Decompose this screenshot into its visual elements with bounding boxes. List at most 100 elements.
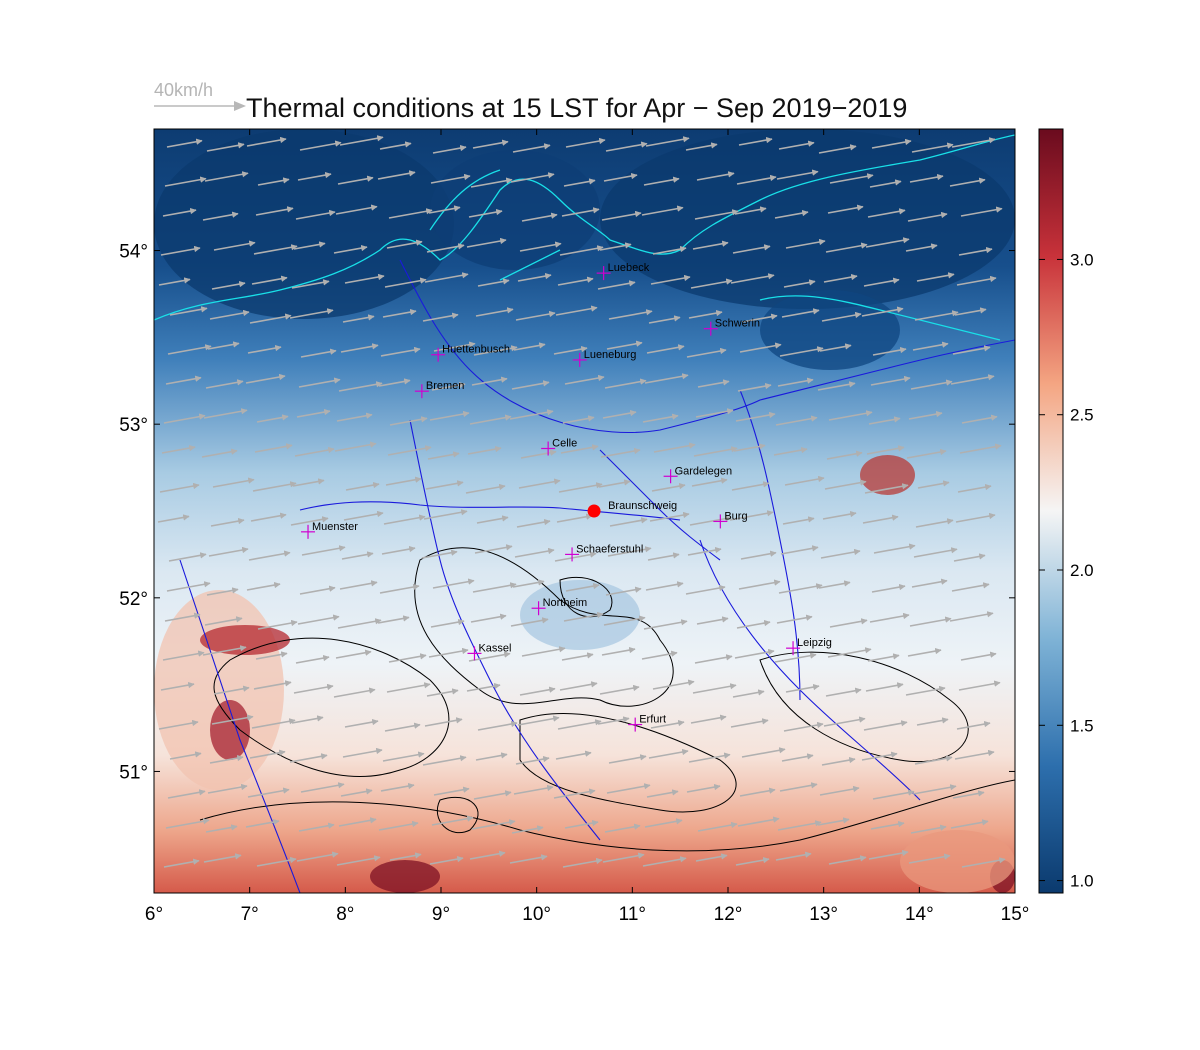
wind-arrow bbox=[691, 477, 728, 487]
wind-arrow bbox=[907, 647, 942, 657]
wind-arrow bbox=[519, 241, 562, 252]
wind-arrow bbox=[956, 720, 991, 730]
colorbar-tick-label: 3.0 bbox=[1070, 250, 1094, 269]
wind-arrow bbox=[646, 789, 679, 798]
wind-arrow bbox=[603, 615, 646, 626]
wind-arrow bbox=[386, 239, 423, 249]
wind-arrow bbox=[782, 516, 815, 525]
colorbar-tick-label: 2.5 bbox=[1070, 406, 1094, 425]
wind-arrow bbox=[250, 512, 287, 522]
wind-arrow bbox=[468, 651, 511, 662]
wind-arrow bbox=[518, 478, 561, 489]
wind-arrow bbox=[597, 280, 636, 290]
wind-arrow bbox=[783, 279, 816, 288]
wind-arrow bbox=[914, 755, 953, 765]
wind-arrow bbox=[824, 479, 867, 490]
wind-arrow bbox=[208, 546, 249, 557]
wind-arrow bbox=[564, 374, 605, 385]
wind-arrow bbox=[475, 752, 508, 761]
wind-arrow bbox=[690, 278, 733, 289]
wind-arrow bbox=[297, 614, 340, 625]
wind-arrow bbox=[245, 373, 286, 384]
wind-arrow bbox=[737, 382, 772, 392]
wind-arrow bbox=[905, 243, 938, 252]
wind-arrow bbox=[560, 444, 599, 454]
x-tick-label: 9° bbox=[432, 904, 450, 925]
wind-arrow bbox=[730, 273, 775, 284]
wind-arrow bbox=[165, 375, 202, 385]
wind-arrow bbox=[421, 549, 458, 559]
city-gardelegen: Gardelegen bbox=[663, 465, 732, 484]
y-tick-label: 54° bbox=[119, 242, 148, 263]
wind-arrow bbox=[289, 753, 328, 763]
wind-arrow bbox=[210, 517, 245, 527]
wind-arrow bbox=[245, 818, 280, 828]
wind-arrow bbox=[427, 451, 460, 460]
wind-arrow bbox=[380, 782, 415, 792]
wind-arrow bbox=[736, 619, 771, 629]
wind-arrow bbox=[471, 819, 516, 830]
wind-arrow bbox=[778, 583, 823, 594]
city-label: Braunschweig bbox=[608, 500, 677, 512]
wind-arrow bbox=[211, 280, 246, 290]
wind-arrow bbox=[160, 681, 195, 691]
wind-arrow bbox=[952, 790, 985, 799]
city-leipzig: Leipzig bbox=[786, 637, 832, 656]
city-kassel: Kassel bbox=[467, 642, 512, 661]
wind-arrow bbox=[205, 824, 238, 833]
terrain-contours bbox=[199, 547, 1015, 852]
city-label: Muenster bbox=[312, 521, 358, 533]
wind-arrow bbox=[473, 790, 512, 800]
wind-arrow bbox=[870, 375, 911, 386]
wind-arrow bbox=[384, 277, 427, 288]
x-tick-label: 10° bbox=[522, 904, 551, 925]
wind-arrow bbox=[649, 511, 690, 522]
wind-arrow bbox=[870, 820, 905, 830]
wind-arrow bbox=[781, 753, 814, 762]
wind-arrow bbox=[424, 272, 469, 283]
wind-arrow bbox=[823, 716, 866, 727]
city-celle: Celle bbox=[541, 437, 577, 456]
wind-arrow bbox=[644, 373, 689, 384]
colorbar-ticks: 1.0 1.5 2.0 2.5 3.0 bbox=[1039, 250, 1094, 891]
wind-arrow bbox=[605, 586, 642, 596]
wind-arrow bbox=[465, 483, 506, 494]
wind-arrow bbox=[472, 582, 517, 593]
wind-arrow bbox=[906, 448, 947, 459]
wind-arrow bbox=[251, 718, 296, 729]
wind-arrow bbox=[163, 858, 200, 868]
wind-arrow bbox=[729, 510, 774, 521]
wind-arrow bbox=[563, 178, 596, 187]
wind-arrow bbox=[207, 341, 240, 350]
city-label: Schaeferstuhl bbox=[576, 543, 643, 555]
wind-arrow bbox=[869, 612, 910, 623]
wind-arrow bbox=[431, 815, 474, 826]
wind-arrow bbox=[864, 483, 909, 494]
wind-arrow bbox=[292, 478, 325, 487]
wind-arrow bbox=[916, 717, 949, 726]
wind-arrow bbox=[697, 821, 738, 832]
wind-arrow bbox=[295, 654, 330, 664]
wind-arrow bbox=[385, 476, 422, 486]
wind-arrow bbox=[650, 719, 685, 729]
wind-arrow bbox=[468, 208, 503, 218]
wind-arrow bbox=[696, 171, 735, 181]
wind-arrow bbox=[778, 140, 815, 150]
wind-arrow bbox=[781, 308, 820, 318]
wind-arrow bbox=[863, 720, 908, 731]
wind-arrow bbox=[513, 342, 546, 351]
wind-arrow bbox=[424, 717, 463, 727]
y-tick-label: 53° bbox=[119, 415, 148, 436]
wind-arrow bbox=[738, 136, 773, 146]
wind-arrow bbox=[776, 169, 819, 180]
wind-arrow bbox=[823, 273, 858, 283]
wind-arrow bbox=[207, 783, 248, 794]
wind-arrow bbox=[686, 783, 721, 793]
wind-arrow bbox=[204, 616, 243, 626]
wind-arrow bbox=[337, 618, 382, 629]
wind-arrow bbox=[167, 344, 212, 355]
wind-arrow bbox=[158, 719, 199, 730]
city-label: Leipzig bbox=[797, 637, 832, 649]
city-lueneburg: Lueneburg bbox=[572, 349, 636, 367]
